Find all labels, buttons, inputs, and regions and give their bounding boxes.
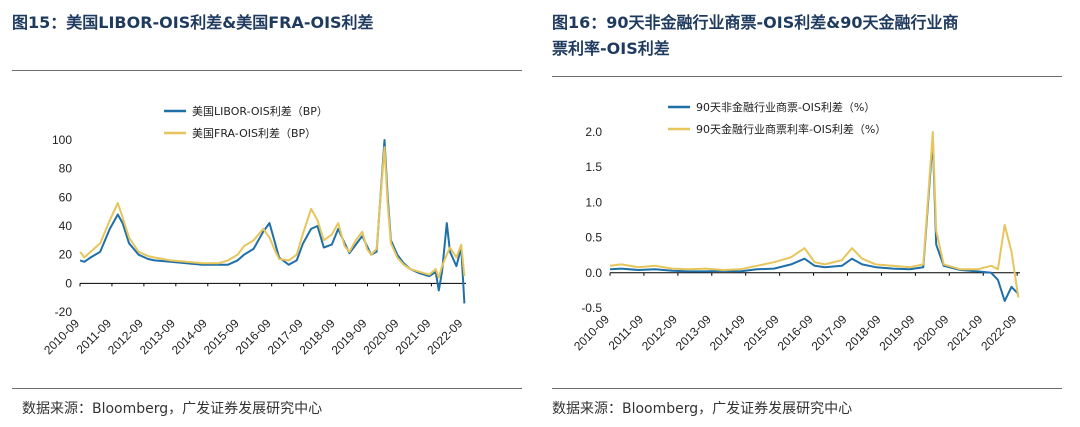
source-note: 数据来源：Bloomberg，广发证券发展研究中心 xyxy=(552,401,853,417)
left-chart-panel: 图15：美国LIBOR-OIS利差&美国FRA-OIS利差 -20 0 20 40 60… xyxy=(12,13,522,417)
chart-right-svg: -0.5 0.0 0.5 1.0 1.5 2.0 2010-092011-092012-09… xyxy=(571,100,1020,353)
x-tick-label: 2017-09 xyxy=(809,312,850,353)
x-tick-label: 2014-09 xyxy=(707,312,748,353)
y-tick-label: 0.0 xyxy=(585,266,602,280)
legend-label-2: 90天金融行业商票利率-OIS利差（%） xyxy=(696,122,886,136)
chart-title: 图15：美国LIBOR-OIS利差&美国FRA-OIS利差 xyxy=(12,13,374,32)
y-tick-label: 60 xyxy=(59,190,73,204)
x-tick-label: 2015-09 xyxy=(741,312,782,353)
y-tick-label: 1.0 xyxy=(585,195,602,209)
y-tick-label: 100 xyxy=(52,133,72,147)
chart-title: 图16：90天非金融行业商票-OIS利差&90天金融行业商 票利率-OIS利差 xyxy=(552,10,1062,62)
legend-label-1: 90天非金融行业商票-OIS利差（%） xyxy=(696,100,875,114)
y-tick-label: 0 xyxy=(65,276,72,290)
y-tick-label: -0.5 xyxy=(581,301,602,315)
y-tick-label: 0.5 xyxy=(585,231,602,245)
x-tick-label: 2022-09 xyxy=(978,312,1019,353)
y-tick-label: -20 xyxy=(55,305,73,319)
title-divider xyxy=(12,70,522,71)
y-tick-label: 80 xyxy=(59,162,73,176)
y-tick-label: 2.0 xyxy=(585,125,602,139)
x-tick-label: 2022-09 xyxy=(424,316,465,357)
right-chart-panel: 图16：90天非金融行业商票-OIS利差&90天金融行业商 票利率-OIS利差 … xyxy=(540,0,1080,427)
x-tick-label: 2010-09 xyxy=(571,312,612,353)
x-tick-label: 2012-09 xyxy=(639,312,680,353)
y-tick-label: 20 xyxy=(59,248,73,262)
series-line-1 xyxy=(610,138,1020,302)
title-divider xyxy=(552,76,1062,77)
source-note: 数据来源：Bloomberg，广发证券发展研究中心 xyxy=(22,401,323,417)
x-tick-label: 2016-09 xyxy=(775,312,816,353)
series-line-2 xyxy=(609,131,1020,298)
chart-title-line-1: 图16：90天非金融行业商票-OIS利差&90天金融行业商 xyxy=(552,13,959,32)
y-tick-label: 40 xyxy=(59,219,73,233)
chart-left-svg: -200204060801002010-092011-092012-092013… xyxy=(41,104,466,357)
x-tick-label: 2018-09 xyxy=(843,312,884,353)
x-tick-label: 2020-09 xyxy=(910,312,951,353)
series-line-1 xyxy=(79,139,466,304)
legend-label-1: 美国LIBOR-OIS利差（BP） xyxy=(192,104,328,118)
x-tick-label: 2010-09 xyxy=(41,316,82,357)
x-tick-label: 2011-09 xyxy=(606,312,647,353)
x-tick-label: 2019-09 xyxy=(876,312,917,353)
legend-label-2: 美国FRA-OIS利差（BP） xyxy=(192,126,316,140)
series-line-2 xyxy=(79,146,466,279)
chart-title-line-2: 票利率-OIS利差 xyxy=(552,39,670,58)
x-tick-label: 2013-09 xyxy=(673,312,714,353)
source-divider xyxy=(12,388,522,389)
x-tick-label: 2021-09 xyxy=(944,312,985,353)
y-tick-label: 1.5 xyxy=(585,160,602,174)
source-divider xyxy=(552,388,1062,389)
